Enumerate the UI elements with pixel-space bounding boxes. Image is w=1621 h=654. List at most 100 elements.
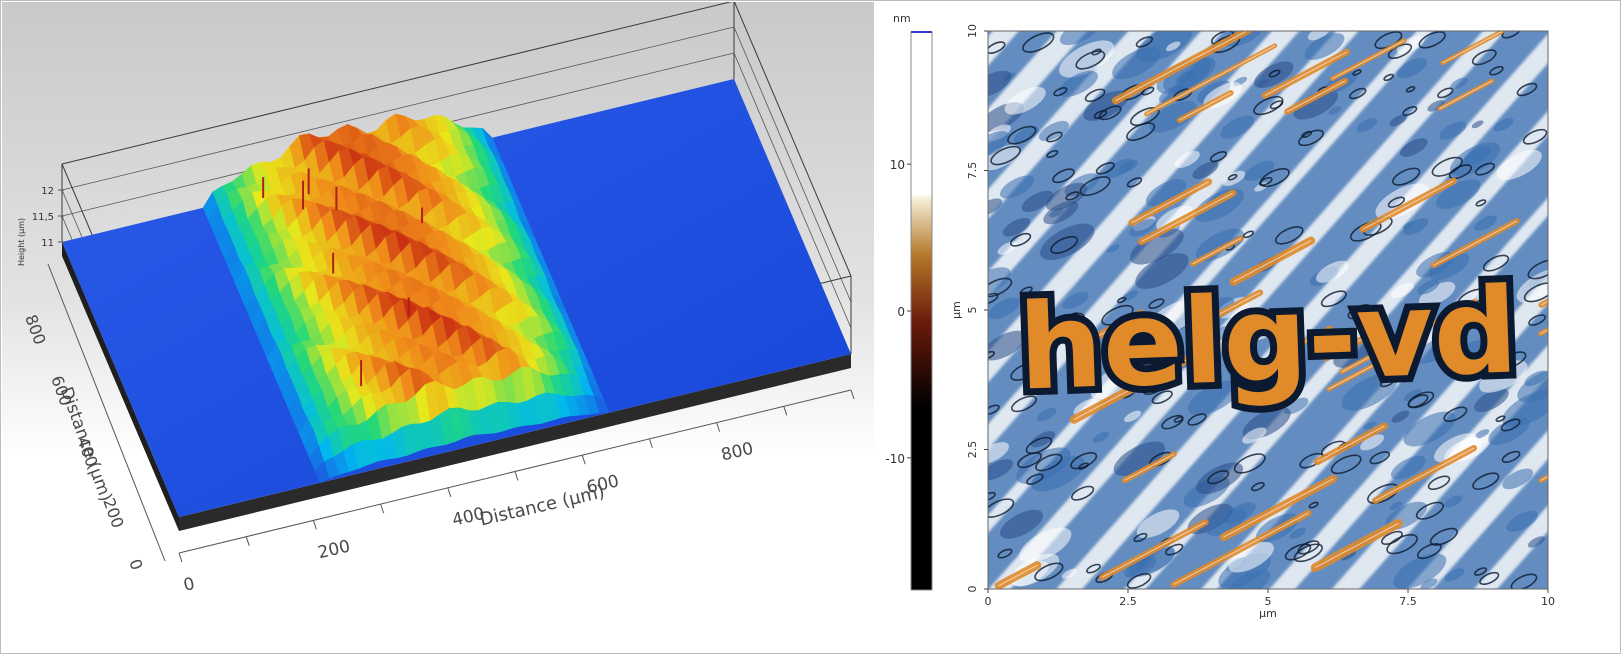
texture-blob xyxy=(1242,427,1267,444)
texture-blob xyxy=(1444,495,1463,508)
image-axes: 0 2.5 5 7.5 10 µm 0 2.5 5 7.5 10 µm xyxy=(950,24,1555,620)
x-tick xyxy=(581,455,586,465)
texture-contour xyxy=(1274,226,1304,245)
x-tick-label: 0 xyxy=(182,574,197,596)
texture-contour xyxy=(1386,534,1418,555)
colorbar: nm 10 0 -10 xyxy=(885,12,933,591)
texture-blob xyxy=(1062,291,1089,310)
texture-blob xyxy=(1209,325,1234,342)
texture-blob xyxy=(990,468,1003,477)
box-edge xyxy=(733,2,852,277)
texture-blob xyxy=(1146,299,1201,336)
texture-contour xyxy=(1379,355,1390,364)
texture-blob xyxy=(1390,282,1415,299)
texture-contour xyxy=(1142,379,1167,395)
y-tick-label: 7.5 xyxy=(966,162,979,180)
texture-blob xyxy=(1283,397,1309,415)
texture-blob xyxy=(1527,536,1545,548)
texture-blob xyxy=(1004,86,1046,115)
z-tick-label: 11,5 xyxy=(32,212,54,223)
texture-blob xyxy=(1244,160,1275,182)
texture-blob xyxy=(1444,568,1465,582)
texture-blob xyxy=(1474,388,1509,413)
texture-blob xyxy=(1130,228,1184,265)
texture-blob xyxy=(1418,281,1456,307)
texture-blob xyxy=(1158,84,1186,103)
texture-blob xyxy=(1124,410,1142,423)
texture-contour xyxy=(1258,176,1273,187)
texture-contour xyxy=(1151,390,1173,405)
texture-blob xyxy=(1129,218,1156,237)
texture-contour xyxy=(1471,49,1497,66)
streak-highlight xyxy=(1146,45,1276,115)
texture-blob xyxy=(1389,501,1403,511)
texture-contour xyxy=(997,548,1013,559)
texture-blob xyxy=(1112,47,1161,80)
texture-contour xyxy=(1095,162,1115,175)
y-tick-label: 10 xyxy=(966,24,979,38)
texture-contour xyxy=(1387,196,1406,208)
texture-blob xyxy=(1136,509,1180,538)
texture-contour xyxy=(1007,125,1037,145)
streak-highlight xyxy=(1095,312,1141,338)
gridline xyxy=(733,26,852,303)
streak-highlight xyxy=(1223,478,1334,538)
texture-contour xyxy=(1207,469,1230,485)
texture-contour xyxy=(1489,65,1504,76)
texture-contour xyxy=(988,350,995,360)
texture-band xyxy=(1359,376,1548,589)
texture-blob xyxy=(1316,260,1350,283)
texture-blob xyxy=(1471,120,1484,129)
texture-contour xyxy=(1349,87,1367,100)
texture-blob xyxy=(1092,431,1109,443)
texture-blob xyxy=(1058,70,1098,97)
streak-highlight xyxy=(1264,51,1348,96)
streak-highlight xyxy=(1341,300,1476,373)
texture-blob xyxy=(1124,556,1157,578)
texture-contour xyxy=(1369,451,1390,465)
streak-highlight xyxy=(1192,237,1242,265)
streak-highlight xyxy=(1280,328,1331,356)
streak-highlight xyxy=(1317,425,1385,463)
texture-contour xyxy=(1418,31,1446,49)
texture-blob xyxy=(1165,41,1181,52)
texture-blob xyxy=(1393,553,1447,589)
texture-contour xyxy=(1352,69,1362,76)
texture-contour xyxy=(1405,85,1416,93)
texture-contour xyxy=(1528,314,1547,326)
x-tick xyxy=(178,552,183,563)
streak-highlight xyxy=(1433,220,1517,266)
texture-contour xyxy=(1516,82,1538,97)
texture-contour xyxy=(1133,532,1148,543)
texture-blob xyxy=(1248,316,1285,341)
texture-blob xyxy=(1502,468,1534,490)
texture-blob xyxy=(1149,100,1197,133)
texture-contour xyxy=(1347,304,1372,320)
texture-blob xyxy=(1016,447,1071,484)
texture-band xyxy=(1217,215,1548,589)
texture-blob xyxy=(1073,398,1099,416)
texture-blob xyxy=(1193,296,1235,325)
streak-highlight xyxy=(1179,92,1232,121)
texture-contour xyxy=(1148,298,1165,310)
texture-contour xyxy=(1495,415,1506,423)
x-tick-label: 0 xyxy=(985,595,992,608)
streak-highlight xyxy=(1315,523,1399,569)
texture-contour xyxy=(1416,543,1442,560)
streak-highlight xyxy=(1362,180,1454,230)
streak-highlight xyxy=(1124,453,1175,481)
texture-blob xyxy=(1021,190,1054,212)
texture-blob xyxy=(1188,380,1241,416)
texture-contour xyxy=(1383,73,1395,82)
texture-contour xyxy=(1349,221,1382,242)
base-left-side xyxy=(62,242,179,531)
streak-highlight xyxy=(1541,300,1548,306)
texture-contour xyxy=(1380,530,1403,545)
texture-contour xyxy=(1320,290,1347,308)
streak-highlight xyxy=(1196,292,1261,327)
texture-contour xyxy=(1070,452,1098,470)
texture-blob xyxy=(1228,569,1271,589)
texture-contour xyxy=(990,145,1021,166)
texture-contour xyxy=(1284,543,1312,561)
y-tick-label: 2.5 xyxy=(966,441,979,459)
